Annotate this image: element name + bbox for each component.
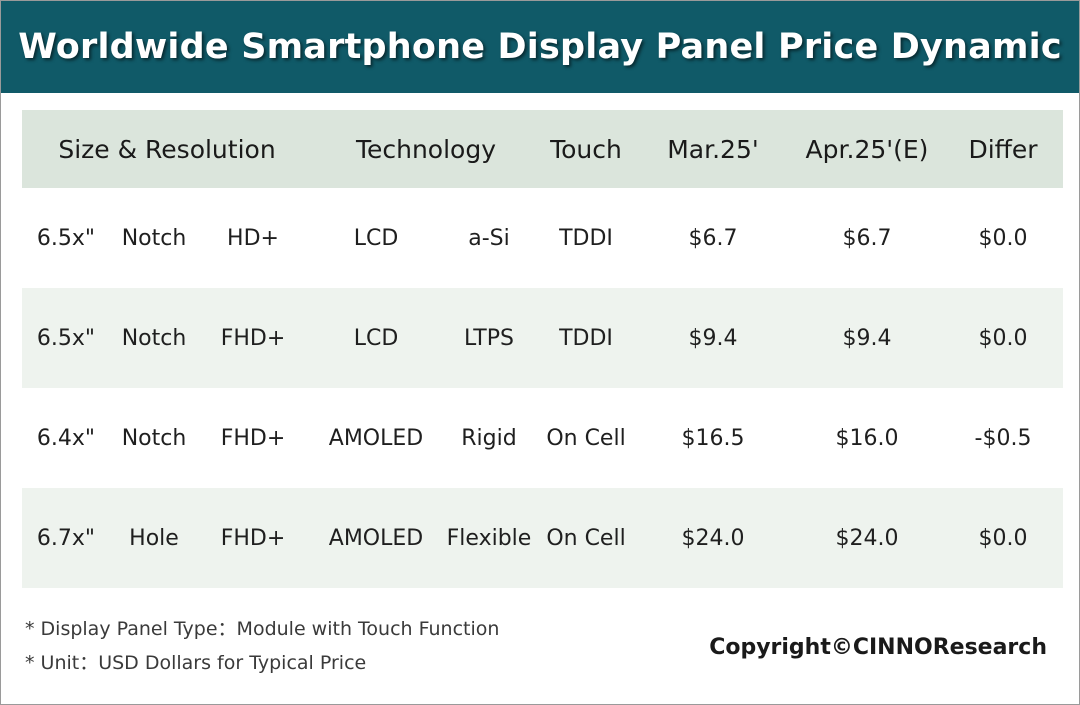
cell-technology: LCD [353,225,399,251]
cell-shape: Hole [129,525,179,551]
cell-backplane: LTPS [464,325,514,351]
cell-touch: On Cell [546,425,626,451]
cell-apr25: $24.0 [835,525,899,551]
cell-differ: $0.0 [978,525,1028,551]
cell-size: 6.7x" [36,525,96,551]
cell-backplane: Rigid [461,425,517,451]
cell-mar25: $9.4 [688,325,738,351]
cell-touch: TDDI [559,225,613,251]
copyright-notice: Copyright©CINNOResearch [709,635,1047,660]
table-row: 6.7x" Hole FHD+ AMOLED Flexible On Cell … [22,488,1063,588]
cell-resolution: FHD+ [220,525,286,551]
table-row: 6.5x" Notch HD+ LCD a-Si TDDI $6.7 $6.7 … [22,188,1063,288]
cell-mar25: $24.0 [681,525,745,551]
footnotes: * Display Panel Type：Module with Touch F… [25,612,499,680]
cell-resolution: FHD+ [220,325,286,351]
page-title: Worldwide Smartphone Display Panel Price… [18,27,1062,67]
cell-shape: Notch [121,225,187,251]
table-header-row: Size & Resolution Technology Touch Mar.2… [22,110,1063,188]
footnote-unit: * Unit：USD Dollars for Typical Price [25,652,367,674]
cell-technology: LCD [353,325,399,351]
cell-apr25: $6.7 [842,225,892,251]
cell-differ: -$0.5 [974,425,1032,451]
cell-backplane: Flexible [446,525,532,551]
cell-shape: Notch [121,425,187,451]
header-size-resolution: Size & Resolution [58,134,276,164]
cell-resolution: FHD+ [220,425,286,451]
header-apr25: Apr.25'(E) [805,134,929,164]
header-touch: Touch [550,134,622,164]
cell-mar25: $6.7 [688,225,738,251]
cell-technology: AMOLED [328,525,424,551]
cell-size: 6.5x" [36,225,96,251]
cell-apr25: $16.0 [835,425,899,451]
cell-mar25: $16.5 [681,425,745,451]
cell-technology: AMOLED [328,425,424,451]
cell-size: 6.4x" [36,425,96,451]
table-row: 6.5x" Notch FHD+ LCD LTPS TDDI $9.4 $9.4… [22,288,1063,388]
cell-shape: Notch [121,325,187,351]
footnote-panel-type: * Display Panel Type：Module with Touch F… [25,618,500,640]
cell-touch: On Cell [546,525,626,551]
cell-differ: $0.0 [978,225,1028,251]
header-differ: Differ [968,134,1038,164]
cell-resolution: HD+ [227,225,279,251]
header-mar25: Mar.25' [667,134,759,164]
cell-backplane: a-Si [468,225,510,251]
header-technology: Technology [355,134,497,164]
table-row: 6.4x" Notch FHD+ AMOLED Rigid On Cell $1… [22,388,1063,488]
cell-touch: TDDI [559,325,613,351]
title-bar: Worldwide Smartphone Display Panel Price… [1,1,1079,93]
cell-differ: $0.0 [978,325,1028,351]
cell-size: 6.5x" [36,325,96,351]
cell-apr25: $9.4 [842,325,892,351]
price-table: Size & Resolution Technology Touch Mar.2… [22,110,1063,588]
